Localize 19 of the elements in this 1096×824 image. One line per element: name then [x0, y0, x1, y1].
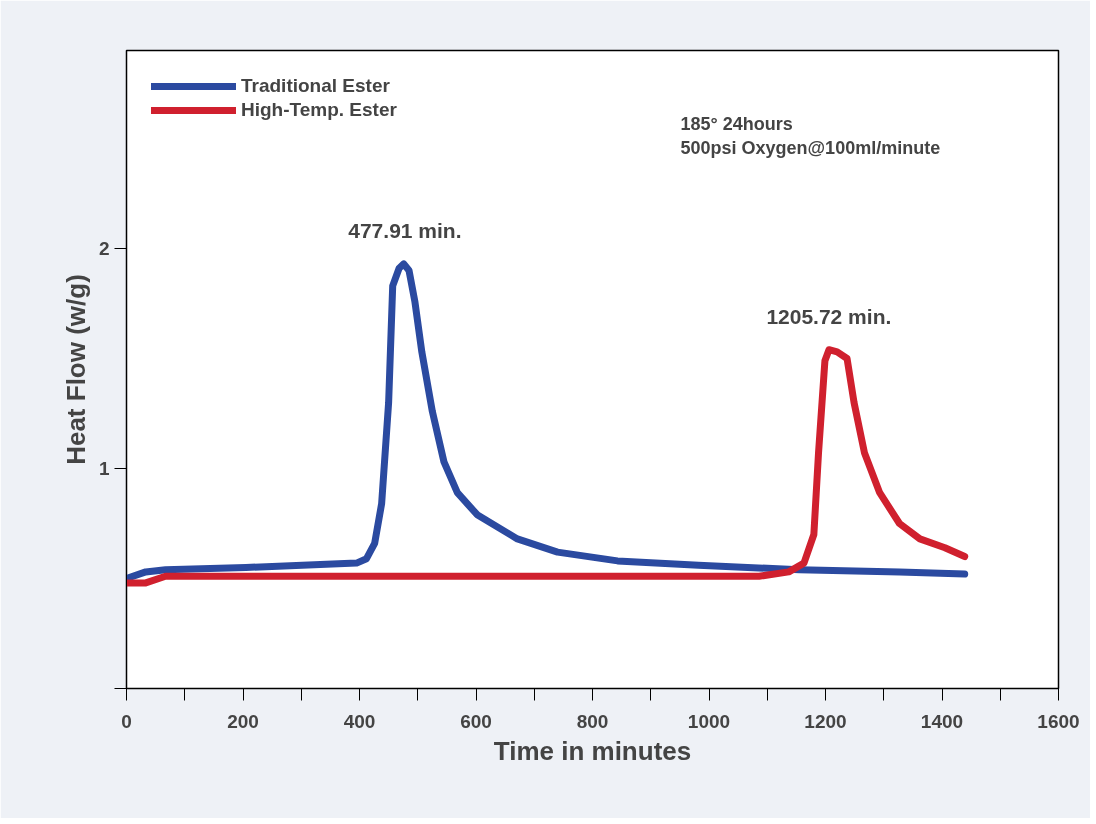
annotation: 477.91 min. — [348, 218, 462, 242]
x-tick-label: 600 — [460, 710, 492, 732]
annotation: 500psi Oxygen@100ml/minute — [680, 137, 941, 158]
x-tick-label: 0 — [121, 710, 132, 732]
legend-label: Traditional Ester — [241, 75, 390, 97]
x-tick-label: 800 — [576, 710, 609, 732]
x-tick-label: 1000 — [687, 710, 731, 732]
y-tick-label: 2 — [98, 238, 110, 259]
x-tick-label: 200 — [227, 710, 259, 732]
annotation: 185° 24hours — [680, 113, 793, 134]
x-tick-label: 1400 — [920, 710, 964, 732]
x-tick-label: 1600 — [1037, 710, 1080, 732]
y-tick-label: 1 — [98, 458, 110, 479]
annotation: 1205.72 min. — [766, 304, 892, 328]
legend-label: High-Temp. Ester — [241, 99, 397, 121]
y-axis-title: Heat Flow (w/g) — [60, 274, 91, 465]
x-axis-title: Time in minutes — [493, 735, 692, 766]
x-tick-label: 1200 — [804, 710, 847, 732]
x-tick-label: 400 — [343, 710, 376, 732]
